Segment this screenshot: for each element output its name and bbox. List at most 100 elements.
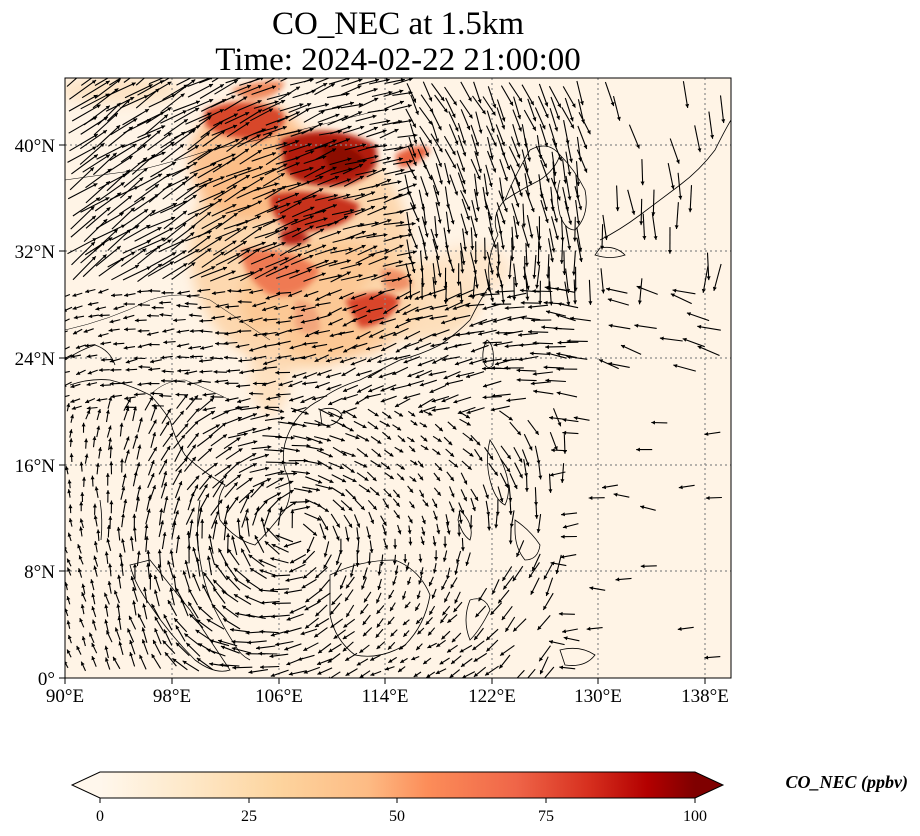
wind-arrow [384,666,395,671]
wind-arrow [80,116,109,135]
wind-arrow [460,658,473,668]
wind-arrow [107,396,113,409]
wind-arrow [434,94,448,113]
wind-arrow [686,312,710,322]
wind-arrow [239,318,253,324]
wind-arrow [433,472,441,482]
wind-arrow [418,553,423,563]
wind-arrow [249,78,262,84]
wind-arrow [367,317,385,324]
wind-arrow [559,239,564,264]
wind-arrow [428,605,436,616]
wind-arrow [453,601,463,613]
wind-arrow [211,410,230,420]
wind-arrow [531,289,553,294]
wind-arrow [445,211,451,234]
wind-arrow [160,378,174,383]
wind-arrow [123,406,130,421]
wind-arrow [83,218,108,242]
wind-arrow [359,603,369,615]
wind-arrow [264,78,276,84]
wind-arrow [550,216,559,240]
wind-arrow [189,162,217,175]
wind-arrow [81,422,86,433]
wind-arrow [109,461,114,475]
wind-arrow [124,396,136,401]
wind-arrow [68,116,98,134]
wind-arrow [251,152,277,162]
wind-arrow [236,215,262,227]
wind-arrow [328,461,344,470]
wind-arrow [109,445,113,459]
wind-arrow [327,653,341,664]
wind-arrow [212,520,218,540]
wind-arrow [384,449,394,457]
wind-arrow [276,162,300,173]
wind-arrow [344,143,367,151]
wind-arrow [79,518,85,529]
wind-arrow [414,342,432,351]
wind-arrow [343,208,366,216]
wind-arrow [222,618,241,630]
wind-arrow [423,410,433,416]
wind-arrow [512,276,517,301]
wind-arrow [187,601,199,619]
wind-arrow [219,663,240,667]
wind-arrow [280,447,300,453]
wind-arrow [560,534,577,539]
wind-arrow [138,364,151,369]
wind-arrow [303,244,327,255]
wind-arrow [460,250,465,274]
wind-arrow [122,157,148,178]
wind-arrow [189,266,216,279]
wind-arrow [485,500,491,516]
wind-arrow [260,600,280,605]
wind-arrow [319,274,342,281]
wind-arrow [330,513,341,528]
wind-arrow [145,106,172,124]
wind-arrow [460,81,472,102]
wind-arrow [504,306,525,310]
wind-arrow [502,575,515,590]
wind-arrow [612,95,621,121]
wind-arrow [503,330,523,336]
wind-arrow [682,337,705,348]
wind-arrow [480,293,500,297]
wind-arrow [98,368,110,372]
wind-arrow [465,330,485,336]
wind-arrow [329,435,346,442]
wind-arrow [173,107,200,123]
wind-arrow [137,382,150,387]
wind-arrow [110,368,122,372]
wind-arrow [478,318,498,326]
wind-arrow [340,85,362,96]
wind-arrow [304,601,320,611]
wind-arrow [123,167,148,188]
wind-arrow [275,534,294,543]
wind-arrow [419,567,424,577]
wind-arrow [557,302,579,309]
wind-arrow [473,627,484,641]
wind-arrow [410,94,419,115]
wind-arrow [249,466,270,473]
wind-arrow [402,591,407,600]
wind-arrow [444,301,462,311]
wind-arrow [508,146,520,168]
wind-arrow [82,254,107,278]
wind-arrow [187,203,214,216]
wind-arrow [502,358,523,363]
wind-arrow [175,183,200,202]
wind-arrow [293,487,313,494]
wind-arrow [380,515,387,526]
wind-arrow [470,344,489,353]
wind-arrow [354,460,368,468]
wind-arrow [421,526,426,536]
wind-arrow [432,510,438,521]
wind-arrow [434,462,443,472]
wind-arrow [224,561,237,579]
wind-arrow [300,318,316,324]
wind-arrow [266,202,291,213]
wind-arrow [287,327,303,333]
wind-arrow [81,591,87,602]
wind-arrow [460,537,465,552]
